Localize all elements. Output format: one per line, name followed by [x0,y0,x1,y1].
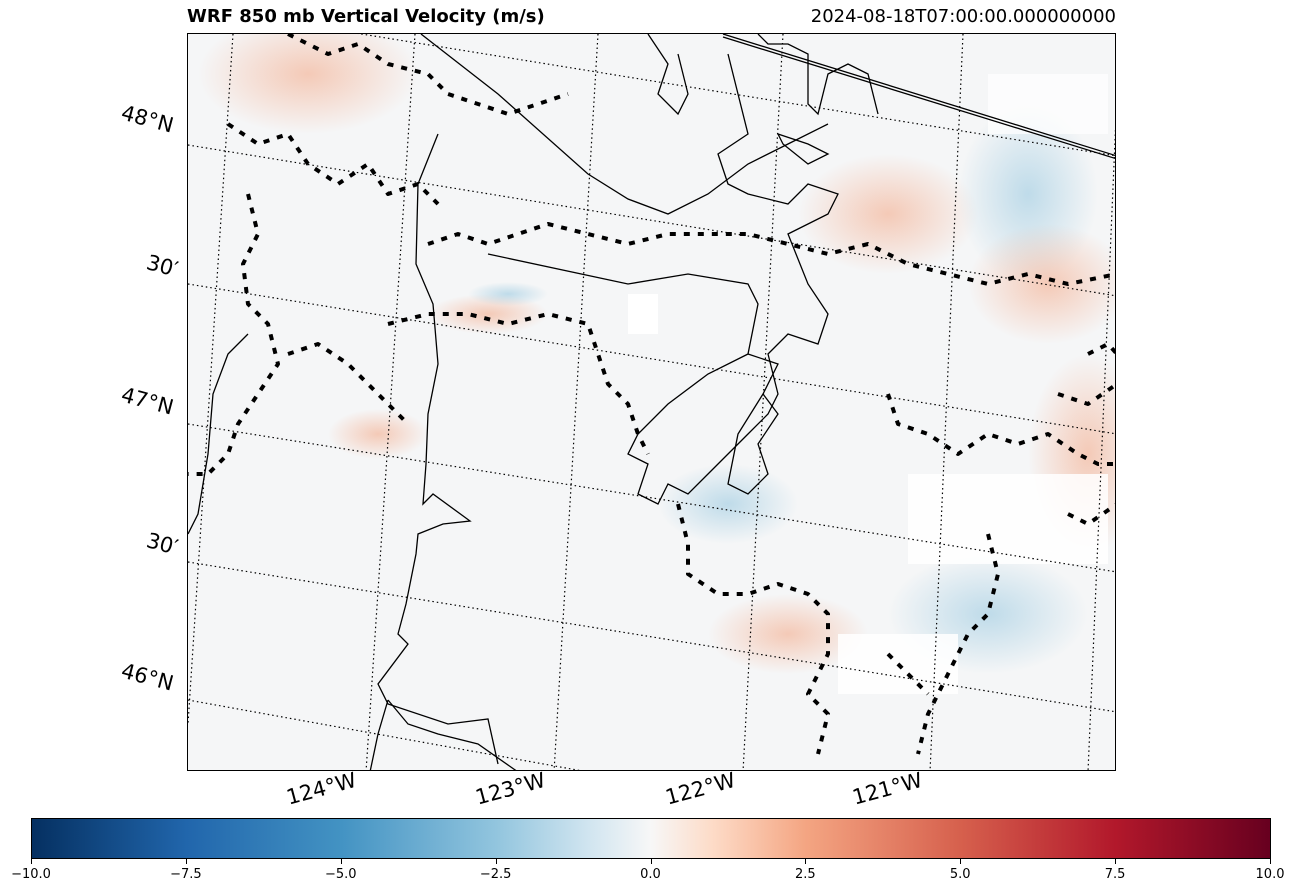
colorbar-tick-label: 0.0 [640,867,661,882]
colorbar-tick [495,859,497,864]
colorbar-tick [31,859,32,864]
colorbar-tick-label: 10.0 [1255,867,1285,882]
coastline [188,34,1115,770]
lon-label-124w: 124°W [283,767,360,810]
map-panel[interactable] [187,33,1116,771]
colorbar-tick [1115,859,1117,864]
lat-label-4730n: 30′ [143,250,181,282]
longitude-gridlines [188,34,1115,770]
county-borders [188,34,1115,755]
map-svg [188,34,1115,770]
colorbar-tick [1270,859,1271,864]
plot-title: WRF 850 mb Vertical Velocity (m/s) [187,6,545,27]
lon-label-123w: 123°W [472,767,549,810]
colorbar-tick-label: 7.5 [1104,867,1126,882]
colorbar [31,818,1271,859]
colorbar-tick-label: −10.0 [11,867,51,882]
valid-time: 2024-08-18T07:00:00.000000000 [810,6,1116,27]
lat-label-47n: 47°N [118,382,177,420]
colorbar-tick [960,859,962,864]
colorbar-tick-label: 5.0 [949,867,971,882]
lat-label-46n: 46°N [118,658,177,696]
lon-label-121w: 121°W [849,767,926,810]
velocity-field [198,34,1115,694]
colorbar-tick [340,859,342,864]
colorbar-tick-label: −5.0 [324,867,357,882]
lat-label-4630n: 30′ [143,528,181,560]
lon-label-122w: 122°W [662,767,739,810]
colorbar-tick [185,859,187,864]
colorbar-tick [650,859,652,864]
colorbar-tick-label: −7.5 [170,867,202,882]
colorbar-tick [805,859,807,864]
colorbar-tick-label: −2.5 [479,867,512,882]
latitude-gridlines [188,34,1115,770]
colorbar-tick-label: 2.5 [795,867,816,882]
lat-label-48n: 48°N [118,100,177,138]
